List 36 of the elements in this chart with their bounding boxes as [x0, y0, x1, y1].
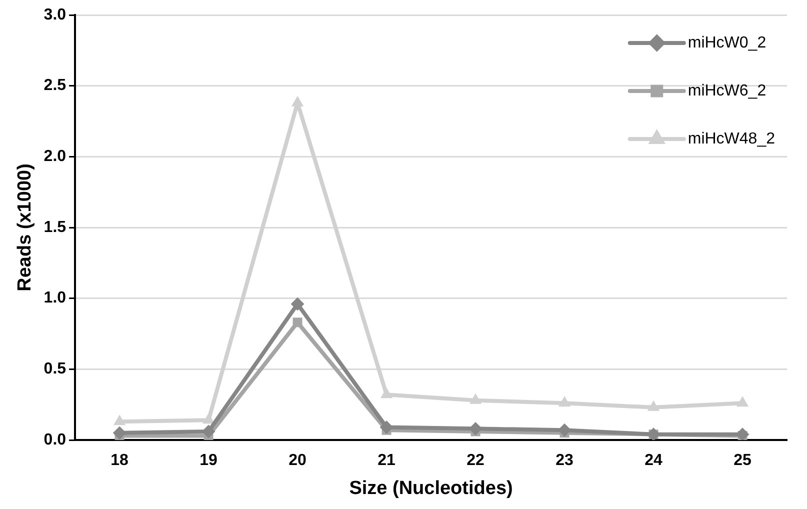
point	[736, 396, 748, 407]
point	[470, 394, 482, 404]
point	[291, 298, 304, 310]
point	[114, 415, 126, 426]
x-tick-label: 18	[110, 452, 129, 470]
point	[558, 424, 572, 437]
x-axis-title: Size (Nucleotides)	[349, 478, 513, 499]
x-tick-label: 19	[200, 452, 218, 470]
y-tick-label: 2.0	[44, 148, 66, 166]
legend-label: miHcW6_2	[688, 82, 766, 100]
point	[202, 414, 214, 424]
y-tick-label: 1.5	[44, 218, 66, 236]
x-tick-label: 25	[734, 452, 752, 470]
x-tick-label: 24	[644, 452, 663, 470]
legend-label: miHcW0_2	[688, 34, 766, 52]
point	[113, 426, 126, 440]
x-tick-label: 23	[556, 452, 574, 470]
y-axis-title: Reads (x1000)	[14, 164, 36, 292]
y-tick-label: 0.0	[44, 431, 66, 448]
point	[469, 422, 482, 436]
x-tick-label: 21	[378, 452, 396, 470]
point	[558, 396, 570, 407]
y-tick-label: 2.5	[44, 77, 66, 94]
x-tick-label: 22	[466, 452, 485, 470]
y-tick-label: 3.0	[44, 6, 66, 24]
point	[380, 420, 394, 434]
point	[292, 96, 304, 106]
point	[380, 388, 392, 398]
point	[736, 428, 750, 440]
point	[292, 318, 302, 328]
legend-label: miHcW48_2	[688, 130, 776, 148]
y-tick-label: 0.5	[44, 360, 66, 378]
y-tick-label: 1.0	[44, 290, 66, 307]
point	[648, 400, 660, 411]
x-tick-label: 20	[288, 452, 307, 470]
point	[202, 425, 216, 438]
